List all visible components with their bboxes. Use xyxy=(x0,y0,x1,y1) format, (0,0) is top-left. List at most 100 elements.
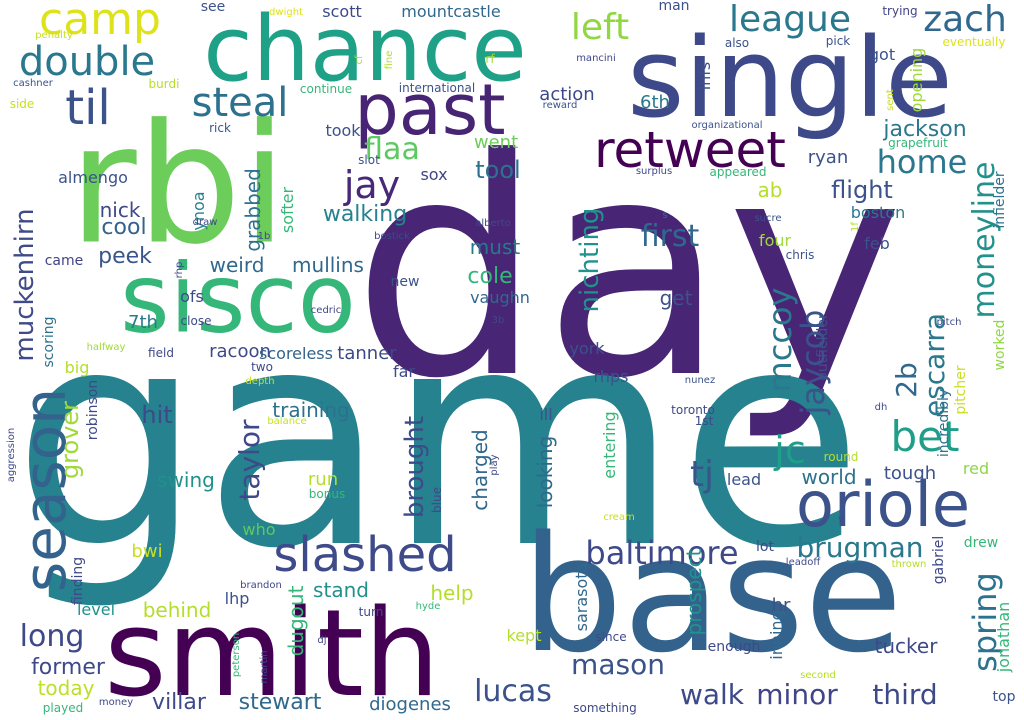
word-penalty: penalty xyxy=(35,30,73,41)
word-peek: peek xyxy=(98,244,152,269)
word-minor: minor xyxy=(756,678,838,711)
word-scott: scott xyxy=(322,2,362,21)
word-infs: infs xyxy=(695,61,714,91)
word-rhp: rhp xyxy=(174,261,185,279)
word-behind: behind xyxy=(142,598,212,622)
word-round: round xyxy=(823,450,859,464)
word-1b: 1b xyxy=(257,231,271,242)
word-international: international xyxy=(398,81,476,95)
word-jc: jc xyxy=(774,428,806,472)
word-alberto: alberto xyxy=(475,218,511,229)
word-help: help xyxy=(430,581,474,605)
word-tough: tough xyxy=(883,463,937,484)
word-big: big xyxy=(64,358,90,377)
word-burdi: burdi xyxy=(148,77,180,91)
word-trying: trying xyxy=(882,4,918,18)
word-since: since xyxy=(595,630,627,644)
word-prospect: prospect xyxy=(682,548,706,636)
word-steal: steal xyxy=(191,80,289,126)
word-kept: kept xyxy=(506,626,542,645)
word-eventually: eventually xyxy=(942,35,1006,49)
word-organizational: organizational xyxy=(691,120,763,131)
word-pitch: pitch xyxy=(936,317,962,328)
word-hr: hr xyxy=(771,595,791,616)
word-must: must xyxy=(469,235,521,259)
word-robinson: robinson xyxy=(85,379,101,441)
word-ab: ab xyxy=(757,178,783,202)
word-dh: dh xyxy=(874,402,888,413)
word-appeared: appeared xyxy=(709,165,767,179)
word-came: came xyxy=(44,253,84,269)
word-got: got xyxy=(868,45,896,64)
word-zach: zach xyxy=(923,0,1007,40)
word-continue: continue xyxy=(299,82,353,96)
word-oriole: oriole xyxy=(796,468,970,541)
word-flight: flight xyxy=(831,176,893,204)
word-bostick: bostick xyxy=(374,231,410,242)
word-depth: depth xyxy=(245,376,275,387)
word-see: see xyxy=(200,0,226,15)
word-mountcastle: mountcastle xyxy=(401,2,501,21)
word-walking: walking xyxy=(322,202,408,227)
word-rf: rf xyxy=(485,52,495,66)
word-v: v xyxy=(838,514,844,525)
word-mccoy: mccoy xyxy=(761,287,799,393)
word-nick: nick xyxy=(99,198,141,222)
word-double: double xyxy=(18,39,156,85)
word-money: money xyxy=(98,697,134,708)
word-action: action xyxy=(539,84,595,105)
word-jay: jay xyxy=(343,163,401,207)
word-pitcher: pitcher xyxy=(953,365,969,415)
word-smith: smith xyxy=(104,585,440,720)
word-single: single xyxy=(627,14,953,142)
word-cool: cool xyxy=(101,215,147,240)
word-vaughn: vaughn xyxy=(470,288,530,307)
word-mullins: mullins xyxy=(292,253,364,277)
word-game: game xyxy=(12,265,864,614)
word-played: played xyxy=(42,701,84,715)
word-reward: reward xyxy=(542,100,578,111)
word-peterson: peterson xyxy=(231,632,242,678)
word-thrown: thrown xyxy=(891,559,927,570)
word-almengo: almengo xyxy=(58,168,128,187)
word-york: york xyxy=(569,339,605,358)
word-something: something xyxy=(573,701,637,715)
word-bonus: bonus xyxy=(308,487,346,501)
word-2b: 2b xyxy=(890,362,923,398)
word-four: four xyxy=(758,231,792,250)
word-jackson: jackson xyxy=(883,117,967,142)
word-top: top xyxy=(992,689,1016,705)
word-stewart: stewart xyxy=(238,690,322,715)
word-gabriel: gabriel xyxy=(931,535,947,585)
word-former: former xyxy=(31,655,105,680)
word-lot: lot xyxy=(756,539,774,555)
word-tanner: tanner xyxy=(337,343,397,364)
word-ryan: ryan xyxy=(807,147,849,168)
word-dj: dj xyxy=(317,635,327,646)
word-inning: inning xyxy=(767,610,786,660)
word-muckenhirn: muckenhirn xyxy=(10,208,40,362)
word-cf: cf xyxy=(354,55,365,65)
word-base: base xyxy=(521,501,903,688)
word-brought: brought xyxy=(400,415,430,519)
word-mancini: mancini xyxy=(576,53,616,64)
word-toronto: toronto xyxy=(671,403,715,417)
word-brandon: brandon xyxy=(240,580,282,591)
word-slashed: slashed xyxy=(273,527,457,583)
word-sarasota: sarasota xyxy=(572,562,591,632)
word-softer: softer xyxy=(278,186,297,234)
word-tucker: tucker xyxy=(874,634,938,658)
word-feb: feb xyxy=(864,234,890,253)
word-stand: stand xyxy=(313,578,369,602)
word-level: level xyxy=(76,600,116,619)
word-ill: ill xyxy=(539,405,553,424)
word-left: left xyxy=(570,7,630,48)
word-infielder: infielder xyxy=(992,171,1008,229)
word-who: who xyxy=(242,520,276,539)
word-past: past xyxy=(354,69,506,151)
word-side: side xyxy=(9,97,35,111)
word-racoon: racoon xyxy=(209,341,271,362)
word-tool: tool xyxy=(475,156,521,184)
word-halfway: halfway xyxy=(86,342,126,353)
word-1f: 1f xyxy=(850,222,861,232)
